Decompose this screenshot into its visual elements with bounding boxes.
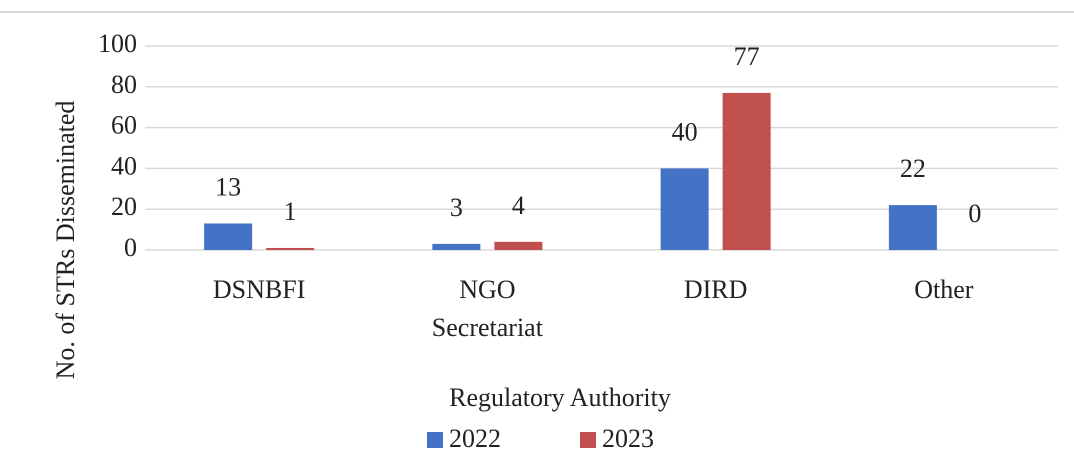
data-label: 3	[450, 193, 463, 222]
data-label: 0	[968, 199, 981, 228]
x-axis-title: Regulatory Authority	[449, 383, 671, 412]
legend-label: 2023	[602, 424, 654, 453]
legend-swatch	[427, 432, 443, 448]
bar	[660, 168, 709, 250]
data-label: 4	[512, 191, 525, 220]
y-tick-label: 20	[111, 192, 137, 221]
data-label: 13	[215, 172, 241, 201]
bar	[494, 241, 543, 250]
data-label: 22	[900, 154, 926, 183]
bar	[266, 247, 315, 250]
x-tick-label: NGO Secretariat	[432, 275, 544, 342]
x-tick-label: DSNBFI	[213, 275, 305, 304]
y-tick-label: 60	[111, 111, 137, 140]
y-tick-label: 100	[98, 29, 137, 58]
x-tick-label: DIRD	[684, 275, 748, 304]
data-label: 40	[672, 117, 698, 146]
data-label: 77	[734, 42, 760, 71]
data-label: 1	[284, 197, 297, 226]
y-tick-label: 0	[124, 233, 137, 262]
bar	[204, 223, 253, 250]
legend-label: 2022	[449, 424, 501, 453]
bar	[432, 243, 481, 250]
bar	[888, 205, 937, 250]
bar	[722, 92, 771, 250]
y-tick-label: 80	[111, 70, 137, 99]
y-axis-title: No. of STRs Disseminated	[51, 101, 80, 380]
y-tick-label: 40	[111, 151, 137, 180]
x-tick-label: Other	[914, 275, 974, 304]
legend-swatch	[580, 432, 596, 448]
